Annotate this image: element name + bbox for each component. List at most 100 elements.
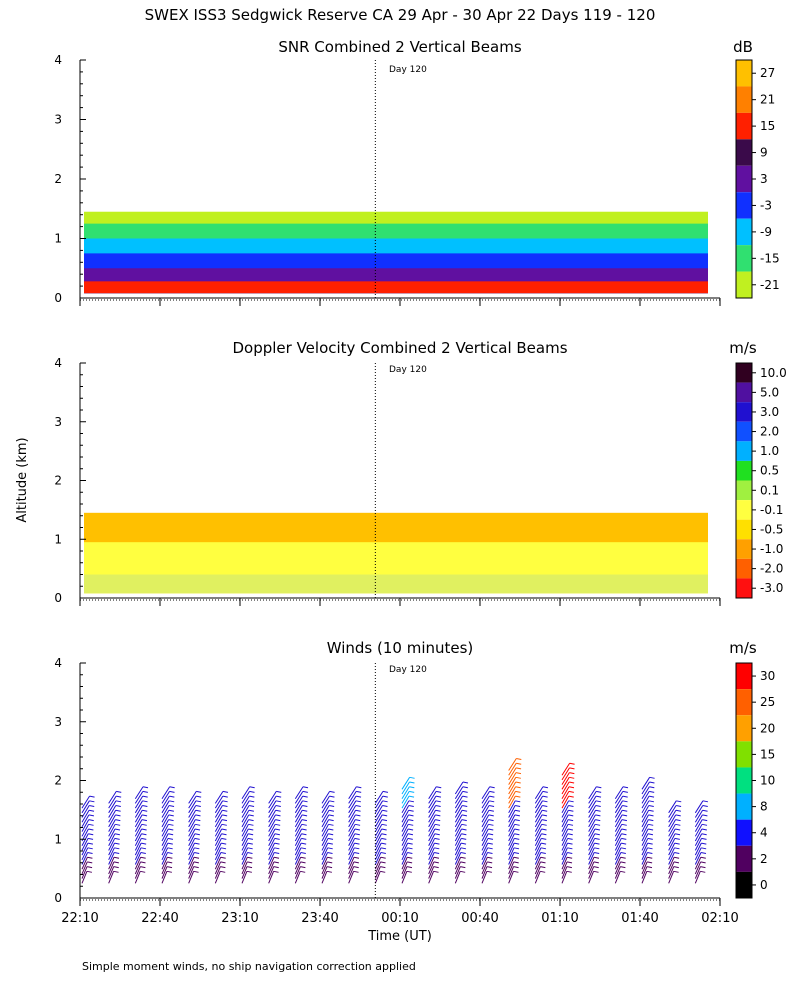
- wind-barb-flag: [115, 809, 121, 812]
- wind-barb-flag: [275, 800, 282, 803]
- wind-barb: [428, 857, 435, 870]
- wind-barb: [294, 842, 302, 856]
- wind-barb: [534, 871, 541, 884]
- wind-barb: [188, 824, 196, 837]
- wind-barb: [668, 828, 676, 842]
- wind-barb-flag: [701, 833, 707, 836]
- wind-barb-flag: [620, 856, 626, 859]
- snr-colorbar-label: -9: [760, 225, 772, 239]
- wind-barb-flag: [542, 790, 548, 793]
- wind-barb: [454, 842, 462, 856]
- wind-barb-flag: [621, 819, 628, 822]
- wind-barb: [588, 871, 595, 884]
- wind-barb-flag: [488, 805, 495, 808]
- wind-barb: [508, 791, 516, 804]
- wind-barb: [348, 786, 357, 799]
- wind-barb-flag: [489, 800, 495, 803]
- wind-barb-flag: [381, 833, 387, 836]
- winds-colorbar-label: 2: [760, 852, 768, 866]
- wind-barb: [161, 805, 170, 818]
- wind-barb: [374, 857, 382, 870]
- wind-barb: [534, 842, 542, 856]
- wind-barb: [508, 871, 514, 884]
- wind-barb-flag: [434, 823, 441, 826]
- winds-colorbar-label: 25: [760, 695, 775, 709]
- wind-barb: [454, 781, 464, 795]
- wind-barb: [268, 828, 276, 842]
- wind-barb: [641, 842, 649, 856]
- doppler-y-tick-label: 0: [54, 591, 62, 605]
- wind-barb-flag: [88, 823, 94, 826]
- wind-barb-flag: [514, 842, 520, 845]
- wind-barb-flag: [593, 866, 599, 869]
- snr-y-tick-label: 3: [54, 113, 62, 127]
- wind-barb-flag: [194, 837, 200, 840]
- wind-barb: [214, 791, 224, 804]
- winds-y-tick-label: 2: [54, 774, 62, 788]
- wind-barb: [454, 828, 462, 842]
- wind-barb: [401, 809, 410, 823]
- wind-barb: [561, 819, 569, 832]
- wind-barb: [401, 824, 409, 837]
- wind-barb: [534, 833, 542, 846]
- wind-barb: [348, 791, 357, 804]
- wind-barb: [641, 781, 650, 795]
- wind-barb: [428, 791, 437, 804]
- wind-barb: [81, 857, 88, 870]
- wind-barb: [561, 805, 569, 818]
- wind-barb-flag: [169, 795, 175, 798]
- wind-barb-flag: [702, 805, 708, 808]
- wind-barb-flag: [168, 805, 175, 808]
- wind-barb: [188, 842, 195, 856]
- wind-barb: [588, 842, 595, 856]
- wind-barb-flag: [380, 852, 386, 855]
- wind-barb: [241, 791, 250, 804]
- winds-colorbar-swatch: [736, 689, 752, 716]
- wind-barb-flag: [542, 805, 548, 808]
- snr-colorbar-swatch: [736, 245, 752, 272]
- doppler-colorbar-label: 2.0: [760, 425, 779, 439]
- wind-barb-flag: [141, 833, 147, 836]
- wind-barb: [161, 857, 168, 870]
- wind-barb-flag: [540, 847, 547, 850]
- wind-barb-flag: [487, 852, 493, 855]
- snr-colorbar-swatch: [736, 218, 752, 246]
- wind-barb: [588, 795, 597, 809]
- wind-barb-flag: [676, 800, 682, 803]
- wind-barb-flag: [355, 814, 361, 817]
- wind-barb-flag: [87, 837, 94, 840]
- doppler-y-tick-label: 4: [54, 356, 62, 370]
- wind-barb: [268, 795, 277, 809]
- wind-barb: [161, 814, 170, 828]
- wind-barb: [588, 857, 595, 870]
- wind-barb-flag: [328, 833, 334, 836]
- wind-barb: [294, 847, 302, 861]
- wind-barb-flag: [462, 800, 468, 803]
- wind-barb: [81, 847, 89, 861]
- wind-barb: [454, 847, 462, 861]
- snr-colorbar-label: 3: [760, 172, 768, 186]
- wind-barb: [241, 800, 250, 814]
- wind-barb: [294, 786, 304, 799]
- wind-barb: [134, 809, 143, 823]
- doppler-colorbar-swatch: [736, 363, 752, 383]
- wind-barb: [481, 871, 488, 884]
- wind-barb: [561, 800, 570, 814]
- wind-profile: [454, 781, 469, 884]
- wind-barb: [641, 861, 648, 875]
- wind-barb-flag: [89, 795, 95, 798]
- wind-barb-flag: [87, 847, 93, 850]
- wind-barb-flag: [462, 809, 468, 812]
- wind-barb-flag: [701, 842, 707, 845]
- wind-barb: [641, 871, 648, 884]
- wind-barb-flag: [140, 856, 146, 859]
- wind-barb: [134, 833, 142, 846]
- wind-barb: [641, 786, 650, 799]
- wind-barb-flag: [514, 833, 520, 836]
- wind-barb-flag: [435, 814, 441, 817]
- wind-barb: [108, 805, 117, 818]
- wind-barb-flag: [647, 837, 653, 840]
- wind-barb: [614, 857, 622, 870]
- wind-barb: [294, 805, 303, 818]
- snr-colorbar-label: 9: [760, 146, 768, 160]
